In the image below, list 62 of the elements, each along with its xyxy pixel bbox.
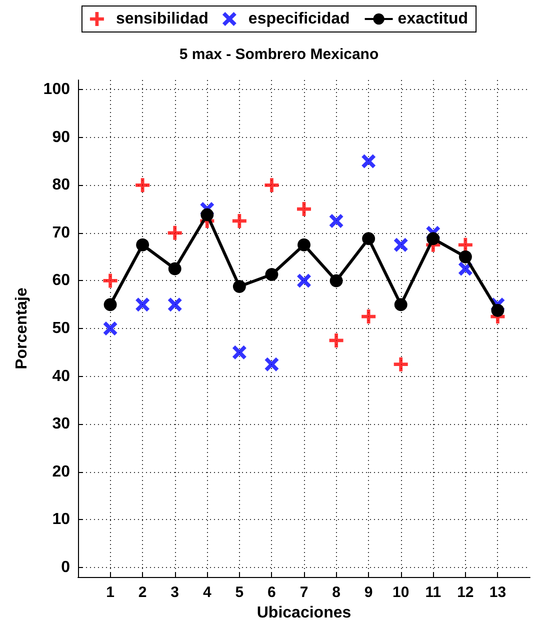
- point: [362, 154, 376, 168]
- point: [168, 298, 182, 312]
- x-tick-label: 3: [170, 584, 180, 601]
- point: [264, 178, 279, 192]
- x-tick-label: 1: [106, 584, 114, 601]
- point: [362, 310, 376, 324]
- x-tick-label: 8: [332, 584, 340, 601]
- y-tick-label: 0: [61, 558, 70, 576]
- x-tick-label: 12: [457, 584, 474, 601]
- y-tick-label: 10: [52, 511, 70, 528]
- point: [264, 357, 279, 372]
- x-tick-label: 5: [235, 584, 244, 601]
- point: [136, 178, 150, 192]
- x-tick-label: 9: [364, 584, 373, 601]
- point: [232, 345, 246, 360]
- y-tick-label: 80: [52, 176, 70, 194]
- y-tick-label: 90: [52, 128, 70, 146]
- point: [329, 214, 344, 228]
- point: [136, 238, 150, 252]
- point: [297, 202, 311, 216]
- point: [330, 274, 343, 288]
- point: [362, 232, 376, 246]
- point: [200, 208, 214, 222]
- x-tick-label: 13: [489, 584, 506, 601]
- point: [104, 298, 117, 312]
- y-tick-label: 100: [43, 81, 70, 98]
- point: [136, 298, 150, 312]
- point: [329, 333, 344, 348]
- point: [265, 268, 278, 281]
- x-tick-label: 7: [300, 584, 308, 601]
- x-tick-label: 6: [268, 584, 276, 601]
- y-tick-label: 60: [52, 272, 70, 290]
- point: [168, 226, 182, 240]
- point: [168, 262, 182, 276]
- x-tick-label: 2: [138, 584, 147, 601]
- chart-title: 5 max - Sombrero Mexicano: [179, 46, 379, 63]
- point: [103, 322, 118, 336]
- y-tick-label: 40: [52, 368, 70, 385]
- x-tick-label: 10: [392, 584, 410, 601]
- point: [491, 304, 504, 317]
- point: [458, 238, 472, 252]
- y-tick-label: 30: [52, 416, 70, 433]
- point: [394, 238, 408, 252]
- x-tick-label: 11: [425, 584, 442, 601]
- point: [394, 357, 408, 372]
- legend-label: sensibilidad: [116, 10, 208, 28]
- point: [298, 238, 310, 252]
- point: [458, 250, 472, 264]
- x-axis-title: Ubicaciones: [256, 604, 352, 622]
- legend-label: especificidad: [248, 10, 350, 28]
- y-tick-label: 20: [52, 463, 70, 480]
- x-tick-label: 4: [202, 584, 212, 601]
- point: [232, 214, 246, 228]
- y-tick-label: 70: [52, 224, 70, 242]
- point: [232, 280, 246, 293]
- legend-label: exactitud: [398, 10, 468, 28]
- point: [426, 232, 440, 246]
- point: [103, 274, 118, 288]
- point: [297, 274, 311, 288]
- point: [394, 298, 408, 312]
- y-axis-title: Porcentaje: [14, 287, 30, 370]
- y-tick-label: 50: [52, 320, 70, 337]
